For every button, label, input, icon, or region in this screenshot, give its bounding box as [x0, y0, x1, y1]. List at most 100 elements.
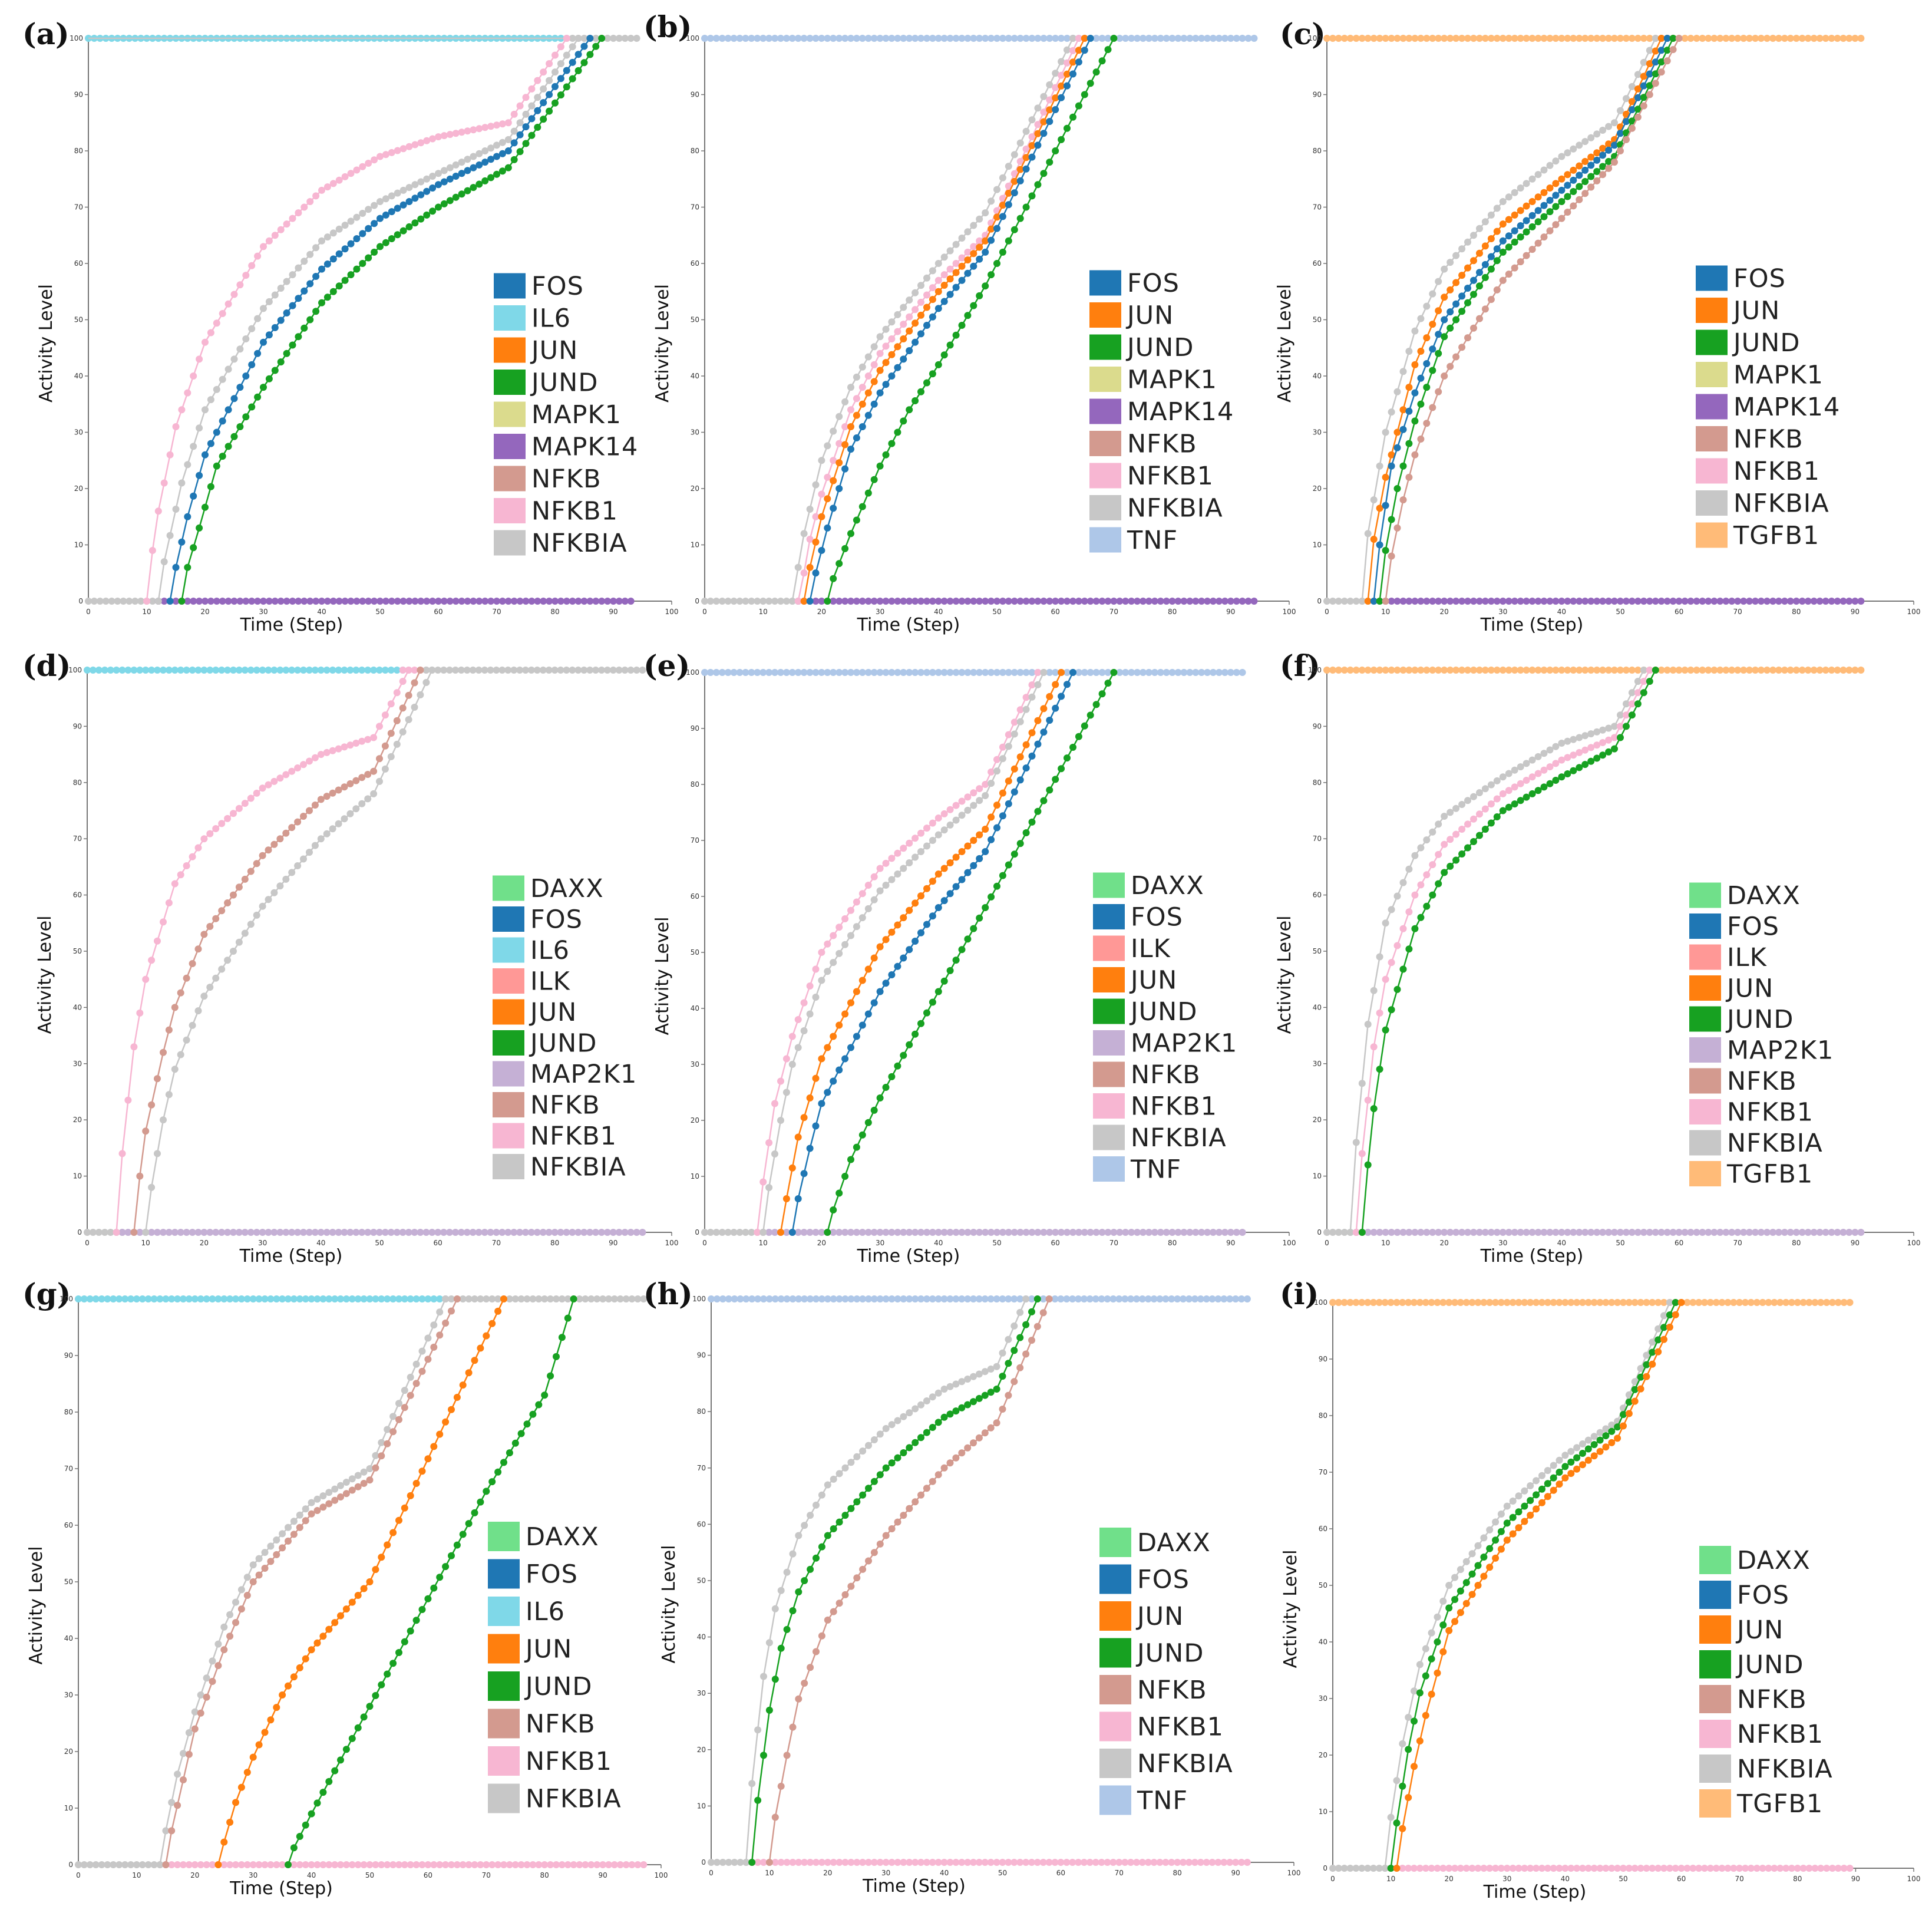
data-point — [302, 1655, 309, 1663]
data-point — [1335, 598, 1342, 605]
data-point — [1364, 1161, 1372, 1169]
data-point — [154, 1075, 161, 1083]
data-point — [882, 936, 890, 944]
data-point — [759, 598, 767, 605]
data-point — [580, 667, 588, 674]
data-point — [294, 1229, 302, 1236]
x-tick-label: 90 — [1851, 1239, 1860, 1247]
data-point — [876, 887, 884, 895]
data-point — [1422, 1672, 1429, 1680]
data-point — [1546, 227, 1554, 235]
data-point — [1110, 1229, 1118, 1236]
data-point — [1441, 316, 1448, 324]
data-point — [1010, 177, 1018, 185]
data-point — [224, 365, 232, 373]
legend-swatch — [1696, 522, 1728, 548]
data-point — [800, 569, 808, 577]
legend-swatch — [488, 1559, 520, 1589]
data-point — [540, 68, 547, 76]
data-point — [964, 935, 972, 943]
data-point — [563, 35, 570, 42]
data-point — [847, 1156, 854, 1163]
data-point — [277, 598, 285, 605]
data-point — [352, 805, 360, 813]
legend-swatch — [1699, 1650, 1731, 1678]
data-point — [545, 667, 553, 674]
data-point — [1596, 1436, 1604, 1444]
data-point — [789, 1723, 797, 1731]
data-point — [477, 1498, 484, 1506]
data-point — [1417, 667, 1425, 674]
data-point — [1640, 35, 1647, 42]
data-point — [411, 141, 419, 149]
data-point — [1640, 689, 1647, 697]
data-point — [888, 1421, 896, 1429]
data-point — [1005, 800, 1012, 807]
data-point — [1411, 667, 1419, 674]
data-point — [481, 159, 489, 166]
data-point — [970, 862, 977, 869]
data-point — [381, 711, 389, 719]
data-point — [212, 915, 220, 922]
data-point — [1540, 166, 1548, 174]
data-point — [900, 1051, 907, 1059]
data-point — [888, 1459, 896, 1467]
data-point — [342, 1746, 350, 1753]
data-point — [1010, 765, 1018, 773]
data-point — [934, 361, 942, 368]
data-point — [442, 1320, 450, 1327]
data-point — [241, 1229, 249, 1236]
data-point — [1605, 140, 1613, 148]
data-point — [964, 269, 972, 277]
data-point — [864, 389, 872, 397]
y-tick-label: 100 — [68, 666, 82, 674]
data-point — [794, 1016, 802, 1023]
data-point — [882, 325, 890, 333]
legend-swatch — [1089, 495, 1121, 520]
data-point — [510, 156, 518, 163]
data-point — [1388, 906, 1395, 913]
data-point — [464, 127, 471, 135]
data-point — [494, 1307, 502, 1315]
data-point — [1064, 70, 1071, 78]
x-tick-label: 30 — [258, 1239, 267, 1247]
data-point — [202, 406, 209, 414]
data-point — [1581, 732, 1589, 740]
data-point — [190, 492, 197, 500]
data-point — [136, 1172, 144, 1180]
data-point — [906, 906, 913, 914]
data-point — [1016, 718, 1024, 725]
data-point — [586, 51, 594, 58]
data-point — [946, 1229, 954, 1236]
data-point — [546, 77, 553, 84]
data-point — [1528, 35, 1536, 42]
data-point — [387, 1229, 395, 1236]
series-tnf — [701, 35, 1258, 42]
data-point — [853, 1498, 861, 1506]
data-point — [1457, 1566, 1464, 1574]
data-point — [504, 136, 512, 143]
data-point — [1845, 35, 1853, 42]
y-tick-label: 40 — [1313, 1003, 1322, 1011]
data-point — [399, 1229, 407, 1236]
data-point — [1528, 246, 1536, 253]
data-point — [1752, 1229, 1759, 1236]
data-point — [1034, 669, 1042, 676]
data-point — [1663, 47, 1671, 54]
data-point — [835, 924, 843, 931]
data-point — [218, 965, 226, 973]
data-point — [1628, 711, 1636, 719]
data-point — [352, 1229, 360, 1236]
data-point — [378, 1554, 385, 1561]
data-point — [900, 1512, 907, 1519]
data-point — [870, 1478, 878, 1485]
series-map2k1 — [1352, 1229, 1865, 1236]
data-point — [1204, 35, 1211, 42]
data-point — [882, 669, 890, 676]
data-point — [1122, 598, 1130, 605]
data-point — [1634, 105, 1642, 113]
y-tick-label: 40 — [1319, 1638, 1327, 1646]
data-point — [906, 669, 913, 676]
legend-swatch — [1099, 1601, 1131, 1631]
data-point — [982, 669, 989, 676]
